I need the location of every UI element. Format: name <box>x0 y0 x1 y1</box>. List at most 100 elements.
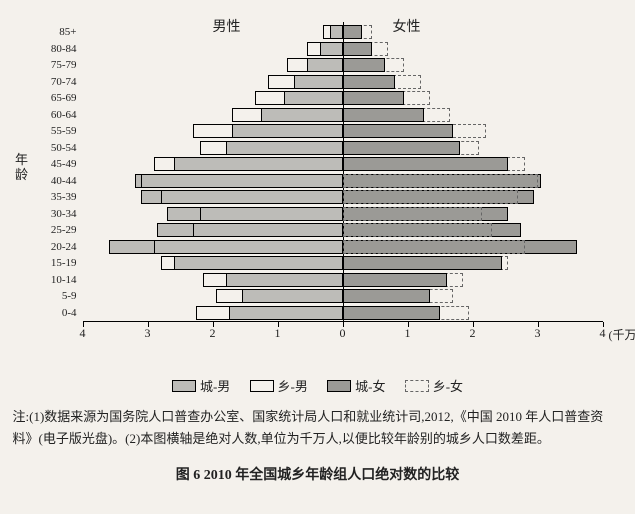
bar-rural-female <box>343 190 519 204</box>
x-tick-label: 0 <box>340 326 346 341</box>
bar-urban-female <box>343 25 363 39</box>
bar-urban-female <box>343 306 441 320</box>
legend-label-rural-m: 乡-男 <box>278 376 308 395</box>
bar-urban-male <box>320 42 343 56</box>
bar-rural-male <box>193 223 343 237</box>
x-axis-unit: (千万人) <box>609 326 635 343</box>
bar-urban-male <box>242 289 343 303</box>
age-row <box>83 124 603 138</box>
y-tick-label: 20-24 <box>27 241 77 253</box>
legend-label-urban-m: 城-男 <box>200 376 230 395</box>
y-tick-label: 0-4 <box>27 307 77 319</box>
x-tick-label: 2 <box>470 326 476 341</box>
x-tick-label: 4 <box>80 326 86 341</box>
y-tick-label: 25-29 <box>27 224 77 236</box>
legend-rural-f: 乡-女 <box>405 376 463 395</box>
legend-label-urban-f: 城-女 <box>355 376 385 395</box>
bar-urban-female <box>343 273 447 287</box>
bar-urban-male <box>261 108 342 122</box>
age-row <box>83 223 603 237</box>
age-row <box>83 75 603 89</box>
y-tick-label: 15-19 <box>27 257 77 269</box>
bar-rural-female <box>343 223 493 237</box>
bar-urban-male <box>294 75 343 89</box>
bar-urban-female <box>343 141 460 155</box>
bar-urban-female <box>343 289 431 303</box>
chart-caption: 图 6 2010 年全国城乡年龄组人口绝对数的比较 <box>13 464 623 484</box>
age-row <box>83 174 603 188</box>
bar-urban-female <box>343 124 454 138</box>
age-row <box>83 289 603 303</box>
y-tick-label: 45-49 <box>27 158 77 170</box>
y-tick-label: 65-69 <box>27 92 77 104</box>
y-tick-label: 75-79 <box>27 59 77 71</box>
legend-urban-f: 城-女 <box>327 376 385 395</box>
age-row <box>83 256 603 270</box>
legend-urban-m: 城-男 <box>172 376 230 395</box>
age-row <box>83 190 603 204</box>
bar-urban-male <box>174 157 343 171</box>
swatch-urban-f <box>327 380 351 392</box>
legend-rural-m: 乡-男 <box>250 376 308 395</box>
age-row <box>83 273 603 287</box>
age-row <box>83 25 603 39</box>
age-row <box>83 157 603 171</box>
bar-rural-male <box>141 174 343 188</box>
bar-urban-male <box>229 306 343 320</box>
bar-urban-female <box>343 75 395 89</box>
bar-rural-female <box>343 240 525 254</box>
chart-notes: 注:(1)数据来源为国务院人口普查办公室、国家统计局人口和就业统计司,2012,… <box>13 406 623 450</box>
bar-urban-male <box>284 91 343 105</box>
bar-urban-male <box>226 273 343 287</box>
bar-urban-female <box>343 157 509 171</box>
swatch-rural-f <box>405 380 429 392</box>
x-tick-label: 4 <box>600 326 606 341</box>
age-row <box>83 91 603 105</box>
y-tick-label: 10-14 <box>27 274 77 286</box>
y-tick-label: 40-44 <box>27 175 77 187</box>
age-row <box>83 207 603 221</box>
x-tick-label: 2 <box>210 326 216 341</box>
x-tick-label: 3 <box>535 326 541 341</box>
bar-rural-male <box>200 207 343 221</box>
bar-urban-female <box>343 42 372 56</box>
x-tick-label: 1 <box>405 326 411 341</box>
bar-urban-male <box>174 256 343 270</box>
bar-urban-male <box>330 25 343 39</box>
age-row <box>83 240 603 254</box>
y-tick-label: 60-64 <box>27 109 77 121</box>
y-tick-label: 35-39 <box>27 191 77 203</box>
bar-urban-female <box>343 108 424 122</box>
legend: 城-男 乡-男 城-女 乡-女 <box>13 376 623 396</box>
y-tick-label: 80-84 <box>27 43 77 55</box>
age-row <box>83 306 603 320</box>
y-tick-label: 5-9 <box>27 290 77 302</box>
y-tick-label: 55-59 <box>27 125 77 137</box>
x-tick-label: 3 <box>145 326 151 341</box>
plot-area <box>83 22 603 322</box>
bar-urban-female <box>343 256 502 270</box>
bar-urban-female <box>343 58 385 72</box>
bar-rural-female <box>343 207 483 221</box>
population-pyramid-chart: 年龄 男性 女性 85+80-8475-7970-7465-6960-6455-… <box>13 12 623 372</box>
x-tick-label: 1 <box>275 326 281 341</box>
swatch-rural-m <box>250 380 274 392</box>
age-row <box>83 108 603 122</box>
y-tick-label: 30-34 <box>27 208 77 220</box>
y-tick-label: 70-74 <box>27 76 77 88</box>
chart-container: 年龄 男性 女性 85+80-8475-7970-7465-6960-6455-… <box>13 12 623 484</box>
bar-rural-male <box>161 190 343 204</box>
legend-label-rural-f: 乡-女 <box>433 376 463 395</box>
bar-urban-female <box>343 91 405 105</box>
age-row <box>83 42 603 56</box>
bar-urban-male <box>307 58 343 72</box>
age-row <box>83 141 603 155</box>
bar-urban-male <box>232 124 343 138</box>
bar-rural-female <box>343 174 538 188</box>
swatch-urban-m <box>172 380 196 392</box>
bar-rural-male <box>154 240 343 254</box>
bar-urban-male <box>226 141 343 155</box>
y-tick-label: 50-54 <box>27 142 77 154</box>
y-tick-label: 85+ <box>27 26 77 38</box>
age-row <box>83 58 603 72</box>
